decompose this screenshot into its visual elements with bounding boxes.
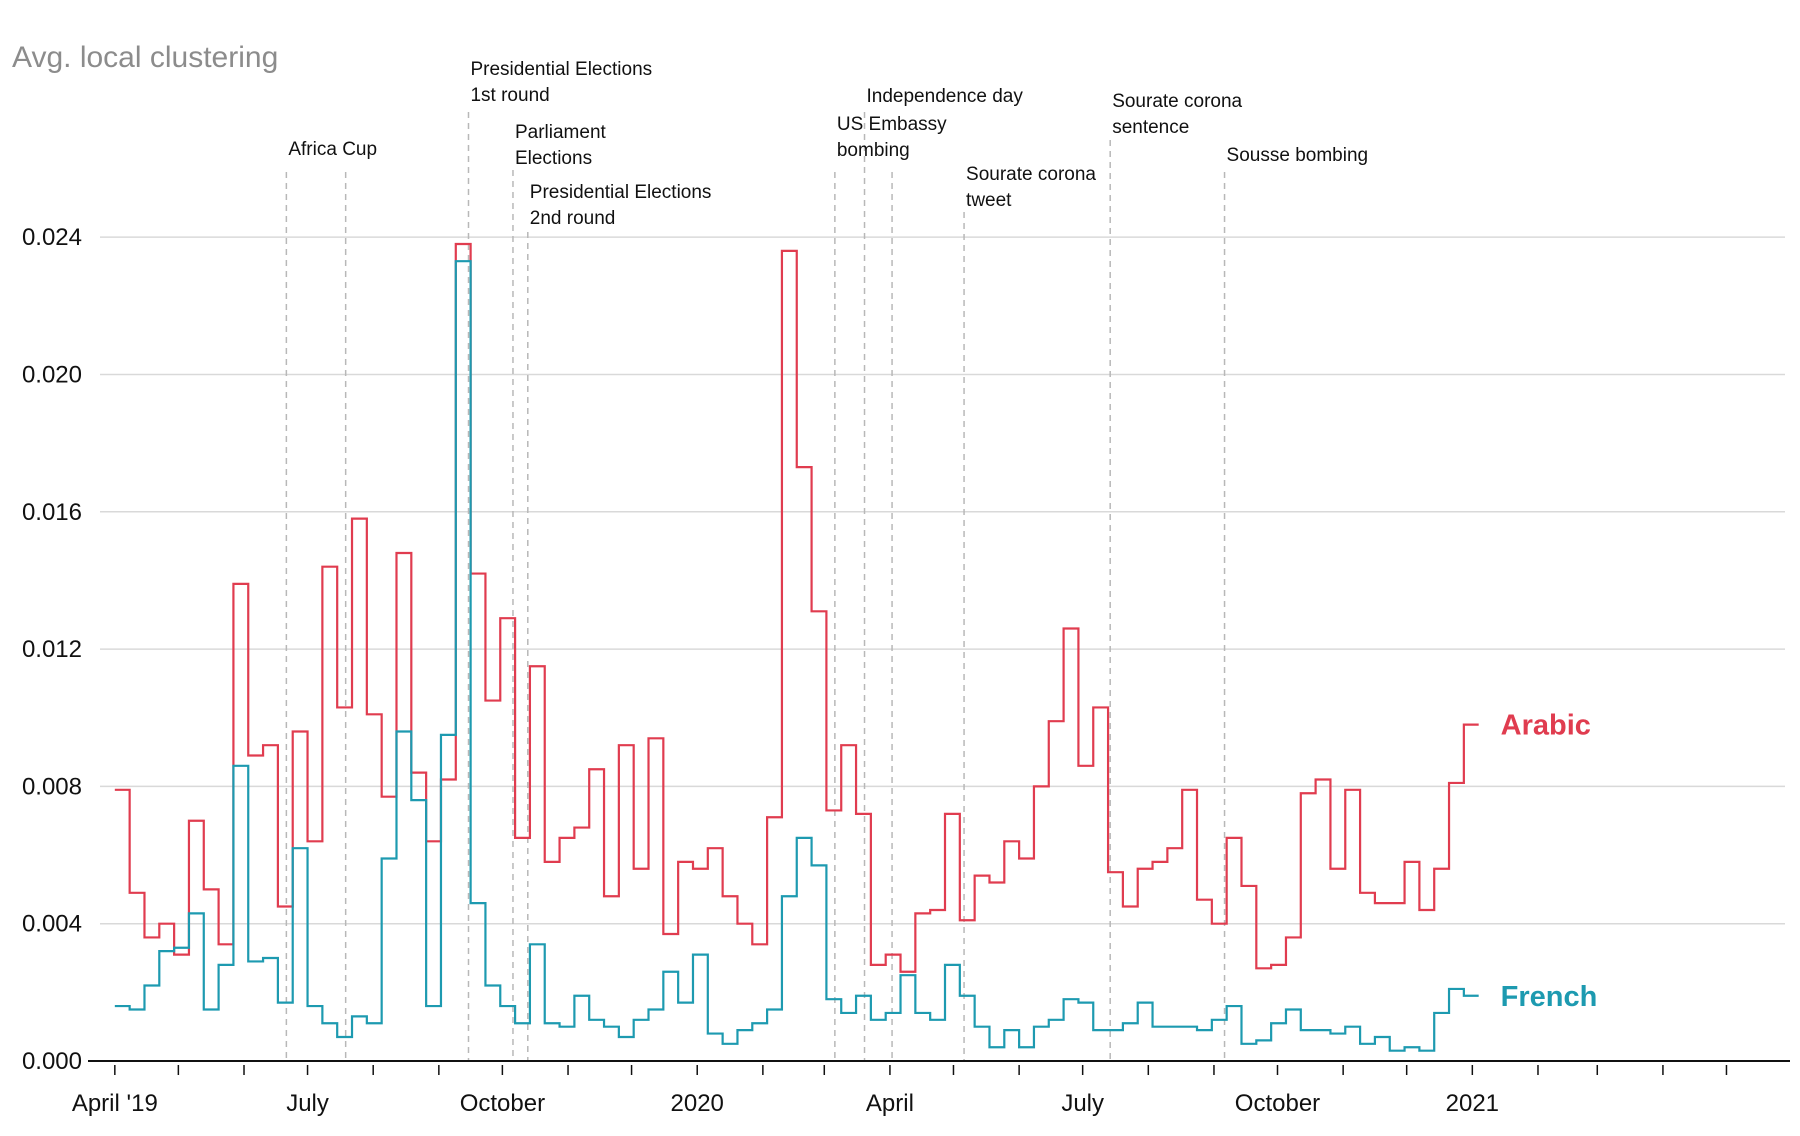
series-labels: Arabic French (1501, 710, 1598, 1013)
event-label: Elections (515, 148, 592, 169)
event-label: Sourate corona (966, 164, 1096, 185)
y-tick-label: 0.012 (22, 636, 82, 663)
x-tick-label: July (286, 1090, 329, 1117)
y-tick-label: 0.020 (22, 361, 82, 388)
series-label-french: French (1501, 981, 1598, 1013)
event-label: 2nd round (530, 208, 616, 229)
event-label: sentence (1112, 117, 1189, 138)
y-tick-label: 0.008 (22, 773, 82, 800)
event-label: US Embassy (837, 114, 947, 135)
series-line-french (114, 260, 1479, 1052)
event-markers: Africa Cup Presidential Elections 1st roun… (285, 59, 1369, 1061)
event-label: Parliament (515, 122, 607, 143)
event-label: bombing (837, 140, 910, 161)
event-label: Presidential Elections (530, 182, 712, 203)
x-tick-label: April (866, 1090, 914, 1117)
event-label: Independence day (867, 86, 1024, 107)
x-tick-label: October (460, 1090, 545, 1117)
series-label-arabic: Arabic (1501, 710, 1591, 742)
x-axis: April '19 July October 2020 April July October… (72, 1060, 1790, 1117)
chart-title: Avg. local clustering (12, 41, 278, 74)
event-label: tweet (966, 190, 1012, 211)
y-tick-label: 0.016 (22, 499, 82, 526)
x-tick-label: April '19 (72, 1090, 158, 1117)
y-axis: 0.000 0.004 0.008 0.012 0.016 0.020 0.024 (22, 224, 82, 1075)
series-lines (114, 242, 1479, 1052)
y-tick-label: 0.004 (22, 911, 82, 938)
series-line-arabic (114, 242, 1479, 973)
event-label: Sousse bombing (1227, 145, 1369, 166)
event-label: 1st round (470, 85, 549, 106)
event-label: Presidential Elections (470, 59, 652, 80)
event-label: Africa Cup (288, 139, 377, 160)
y-tick-label: 0.000 (22, 1048, 82, 1075)
x-tick-label: October (1235, 1090, 1320, 1117)
x-tick-label: July (1061, 1090, 1104, 1117)
x-tick-label: 2021 (1446, 1090, 1499, 1117)
x-tick-label: 2020 (671, 1090, 724, 1117)
y-tick-label: 0.024 (22, 224, 82, 251)
event-label: Sourate corona (1112, 91, 1242, 112)
